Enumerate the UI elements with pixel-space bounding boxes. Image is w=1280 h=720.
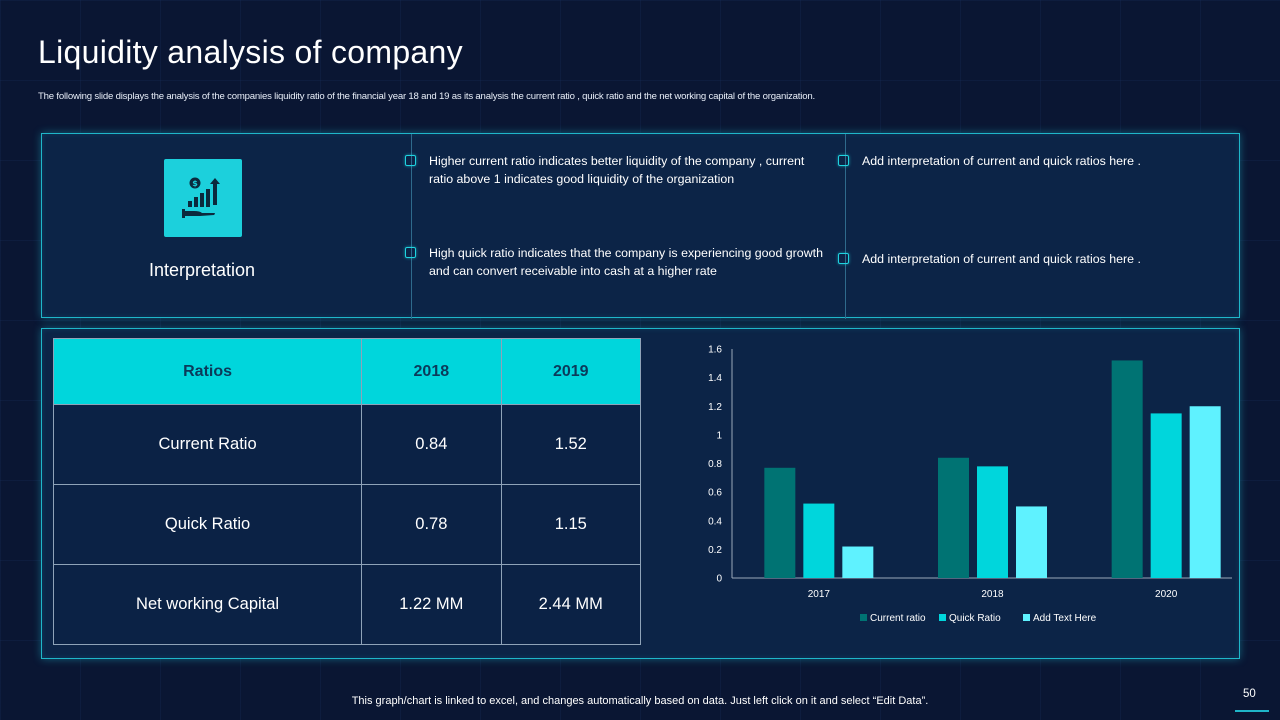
legend-swatch <box>939 614 946 621</box>
bar-quick-ratio <box>977 466 1008 578</box>
bar-add-text-here <box>1016 506 1047 578</box>
bar-current-ratio <box>1111 360 1143 578</box>
legend-label: Current ratio <box>870 613 926 624</box>
table-cell: 0.84 <box>361 404 502 485</box>
bullet-item: Add interpretation of current and quick … <box>838 250 1218 268</box>
page-number: 50 <box>1243 688 1256 700</box>
table-cell: 1.52 <box>500 404 642 485</box>
table-cell: 1.15 <box>500 484 642 565</box>
bullet-item: Higher current ratio indicates better li… <box>405 152 825 188</box>
y-tick-label: 0.8 <box>708 459 722 470</box>
table-cell: Net working Capital <box>52 564 363 645</box>
table-cell: 2.44 MM <box>500 564 642 645</box>
table-header-cell: Ratios <box>52 338 363 405</box>
bullet-item: Add interpretation of current and quick … <box>838 152 1218 170</box>
column-divider <box>411 134 412 319</box>
y-tick-label: 1 <box>716 430 722 441</box>
table-header-cell: 2019 <box>500 338 642 405</box>
bar-quick-ratio <box>803 503 835 578</box>
legend-swatch <box>860 614 867 621</box>
table-cell: 1.22 MM <box>361 564 502 645</box>
square-bullet-icon <box>405 155 416 166</box>
page-title: Liquidity analysis of company <box>38 34 463 70</box>
table-row: Quick Ratio 0.78 1.15 <box>52 484 642 565</box>
bar-chart[interactable]: 0 0.2 0.4 0.6 0.8 1 1.2 1.4 1.6 2017 2018 2020 Curre… <box>652 337 1232 642</box>
table-cell: Current Ratio <box>52 404 363 485</box>
table-header-cell: 2018 <box>361 338 502 405</box>
table-header-row: Ratios 2018 2019 <box>52 338 642 405</box>
bar-current-ratio <box>764 467 796 578</box>
interpretation-label: Interpretation <box>148 260 256 280</box>
bullet-item: High quick ratio indicates that the comp… <box>405 244 825 280</box>
y-tick-label: 1.6 <box>708 345 722 356</box>
square-bullet-icon <box>838 155 849 166</box>
ratios-table: Ratios 2018 2019 Current Ratio 0.84 1.52… <box>52 338 642 645</box>
bar-add-text-here <box>842 546 874 578</box>
y-tick-label: 1.4 <box>708 373 722 384</box>
y-tick-label: 0.2 <box>708 545 722 556</box>
bar-add-text-here <box>1189 406 1221 578</box>
x-tick-label: 2017 <box>808 589 831 600</box>
y-tick-label: 0.4 <box>708 516 722 527</box>
bar-quick-ratio <box>1150 413 1182 578</box>
y-tick-label: 0.6 <box>708 488 722 499</box>
x-tick-label: 2018 <box>981 589 1004 600</box>
page-subtitle: The following slide displays the analysi… <box>38 91 815 102</box>
legend-label: Quick Ratio <box>949 613 1001 624</box>
data-panel: Ratios 2018 2019 Current Ratio 0.84 1.52… <box>41 328 1240 659</box>
square-bullet-icon <box>405 247 416 258</box>
y-tick-label: 0 <box>716 574 722 585</box>
svg-text:$: $ <box>192 179 198 188</box>
legend-swatch <box>1023 614 1030 621</box>
money-growth-hand-icon: $ <box>164 159 242 237</box>
y-tick-label: 1.2 <box>708 402 722 413</box>
table-cell: Quick Ratio <box>52 484 363 565</box>
column-divider <box>845 134 846 319</box>
table-row: Current Ratio 0.84 1.52 <box>52 404 642 485</box>
bar-current-ratio <box>938 457 969 578</box>
footer-note: This graph/chart is linked to excel, and… <box>351 695 929 707</box>
x-tick-label: 2020 <box>1155 589 1178 600</box>
square-bullet-icon <box>838 253 849 264</box>
page-number-underline <box>1235 710 1269 712</box>
table-cell: 0.78 <box>361 484 502 565</box>
table-row: Net working Capital 1.22 MM 2.44 MM <box>52 564 642 645</box>
interpretation-panel: $ Interpretation Higher current ratio in… <box>41 133 1240 319</box>
legend-label: Add Text Here <box>1033 613 1097 624</box>
